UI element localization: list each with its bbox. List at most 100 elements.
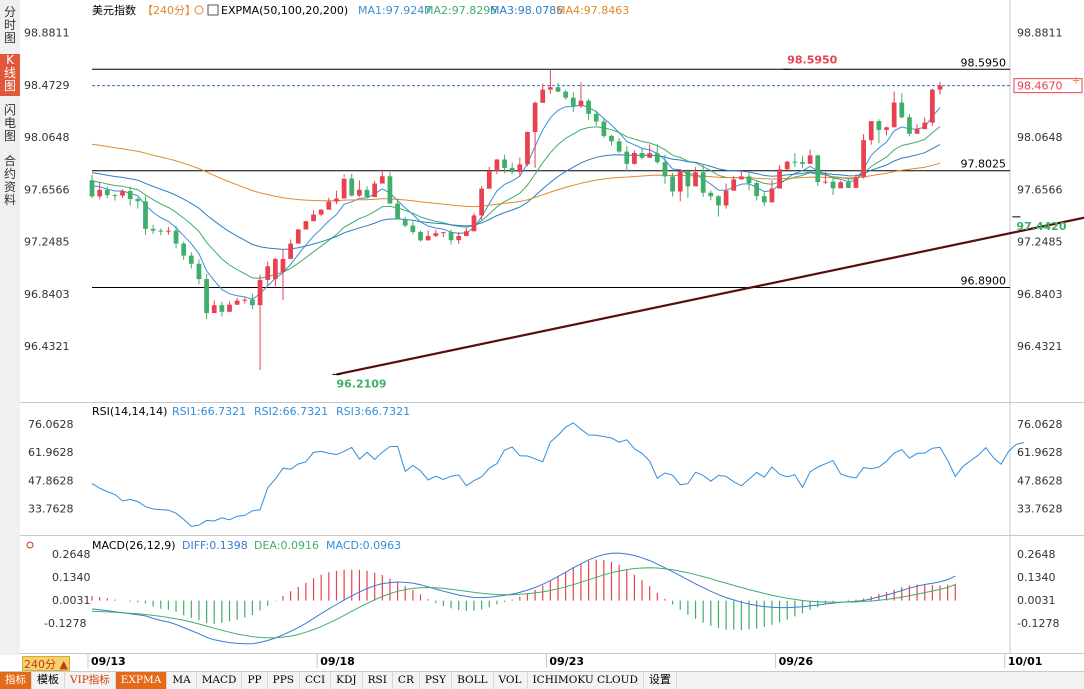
candle-body bbox=[792, 161, 798, 163]
candle-body bbox=[830, 181, 836, 189]
candle-body bbox=[173, 230, 179, 244]
candle bbox=[135, 197, 141, 209]
candle bbox=[448, 229, 454, 245]
candle bbox=[479, 186, 484, 220]
rsi-tick-label-left: 47.8628 bbox=[28, 474, 74, 487]
rsi-title: RSI(14,14,14) bbox=[92, 405, 167, 418]
candle bbox=[181, 241, 187, 260]
candle-body bbox=[525, 131, 530, 165]
candle bbox=[601, 117, 607, 139]
candle-body bbox=[280, 258, 286, 273]
period-selector[interactable]: 240分 ▲ bbox=[22, 656, 70, 671]
candle bbox=[700, 165, 706, 197]
candle-body bbox=[868, 121, 874, 141]
indicator-button-ma[interactable]: MA bbox=[167, 672, 197, 689]
candle bbox=[265, 261, 271, 286]
candle bbox=[754, 180, 760, 201]
candle-body bbox=[112, 195, 118, 197]
candle bbox=[777, 165, 782, 189]
candle-body bbox=[891, 102, 897, 128]
candle bbox=[509, 162, 515, 175]
indicator-button-cci[interactable]: CCI bbox=[300, 672, 332, 689]
candle bbox=[280, 249, 286, 301]
indicator-button-pps[interactable]: PPS bbox=[268, 672, 300, 689]
candle-body bbox=[479, 188, 484, 216]
sidebar-tab-contract[interactable]: 合约资料 bbox=[3, 154, 16, 207]
candle bbox=[272, 257, 278, 287]
candle bbox=[922, 117, 928, 130]
candle bbox=[97, 182, 103, 200]
candle-body bbox=[654, 153, 660, 163]
candle-body bbox=[922, 122, 928, 130]
indicator-button-指标[interactable]: 指标 bbox=[0, 672, 32, 689]
candle-body bbox=[616, 141, 622, 152]
candle bbox=[632, 150, 637, 165]
indicator-button-模板[interactable]: 模板 bbox=[32, 672, 65, 689]
candle-body bbox=[853, 177, 859, 188]
sidebar-tab-timeshare[interactable]: 分时图 bbox=[3, 5, 16, 45]
indicator-button-vol[interactable]: VOL bbox=[494, 672, 528, 689]
candle-body bbox=[143, 201, 148, 229]
candle-body bbox=[502, 159, 507, 168]
indicator-button-cr[interactable]: CR bbox=[393, 672, 420, 689]
candle bbox=[731, 176, 737, 191]
indicator-button-expma[interactable]: EXPMA bbox=[115, 672, 168, 689]
candle-body bbox=[448, 232, 454, 241]
candle bbox=[242, 297, 248, 304]
candle-body bbox=[211, 305, 217, 314]
candle bbox=[502, 154, 507, 174]
indicator-button-ichimoku-cloud[interactable]: ICHIMOKU CLOUD bbox=[528, 672, 644, 689]
candle bbox=[624, 146, 630, 172]
macd-tick-label: 0.0031 bbox=[1017, 594, 1056, 607]
candle-body bbox=[624, 151, 630, 164]
candle-body bbox=[769, 188, 775, 203]
horizontal-level-label: 96.8900 bbox=[961, 274, 1007, 287]
sidebar-tab-flash[interactable]: 闪电图 bbox=[3, 103, 16, 143]
last-price-box bbox=[1013, 78, 1083, 94]
chart-area[interactable]: 98.881198.881198.472998.472998.064898.06… bbox=[0, 0, 1084, 671]
candle bbox=[395, 198, 400, 220]
candle bbox=[379, 169, 385, 184]
candle bbox=[471, 213, 477, 232]
candle-body bbox=[288, 243, 293, 259]
price-tick-label-left: 98.4729 bbox=[24, 79, 70, 92]
ma-label-ma4: MA4:97.8463 bbox=[556, 4, 629, 17]
candle bbox=[876, 119, 882, 144]
candle bbox=[173, 225, 179, 249]
candle bbox=[563, 89, 569, 100]
indicator-button-psy[interactable]: PSY bbox=[420, 672, 453, 689]
indicator-button-macd[interactable]: MACD bbox=[197, 672, 243, 689]
candle bbox=[685, 169, 691, 198]
indicator-button-rsi[interactable]: RSI bbox=[363, 672, 393, 689]
candle-body bbox=[739, 176, 744, 180]
ema-line-ma2 bbox=[91, 126, 941, 279]
indicator-button-pp[interactable]: PP bbox=[242, 672, 268, 689]
indicator-button-设置[interactable]: 设置 bbox=[644, 672, 677, 689]
indicator-button-kdj[interactable]: KDJ bbox=[331, 672, 363, 689]
candle bbox=[937, 82, 943, 95]
candle bbox=[914, 124, 920, 134]
indicator-button-vip指标[interactable]: VIP指标 bbox=[65, 672, 116, 689]
candle bbox=[693, 167, 698, 187]
candle bbox=[326, 197, 332, 210]
price-tick-label-left: 97.6566 bbox=[24, 183, 70, 196]
price-tick-label-left: 96.8403 bbox=[24, 288, 70, 301]
candle-body bbox=[265, 266, 271, 280]
candle-body bbox=[379, 176, 385, 184]
indicator-button-boll[interactable]: BOLL bbox=[452, 672, 494, 689]
ema-line-ma3 bbox=[91, 144, 941, 250]
candle-body bbox=[486, 170, 492, 189]
candle-body bbox=[150, 228, 156, 231]
candle bbox=[838, 180, 844, 189]
candle bbox=[112, 193, 118, 201]
candle-body bbox=[823, 181, 828, 183]
candle-body bbox=[357, 189, 362, 196]
candle-body bbox=[601, 121, 607, 136]
indicator-toolbar: 指标 模板 VIP指标 EXPMA MA MACD PP PPS CCI KDJ RSI CR PSY B… bbox=[0, 671, 1084, 689]
diff-line bbox=[91, 552, 956, 645]
candle bbox=[654, 144, 660, 164]
horizontal-level-label: 97.8025 bbox=[961, 158, 1007, 171]
candle bbox=[211, 300, 217, 314]
candle-body bbox=[517, 164, 523, 173]
